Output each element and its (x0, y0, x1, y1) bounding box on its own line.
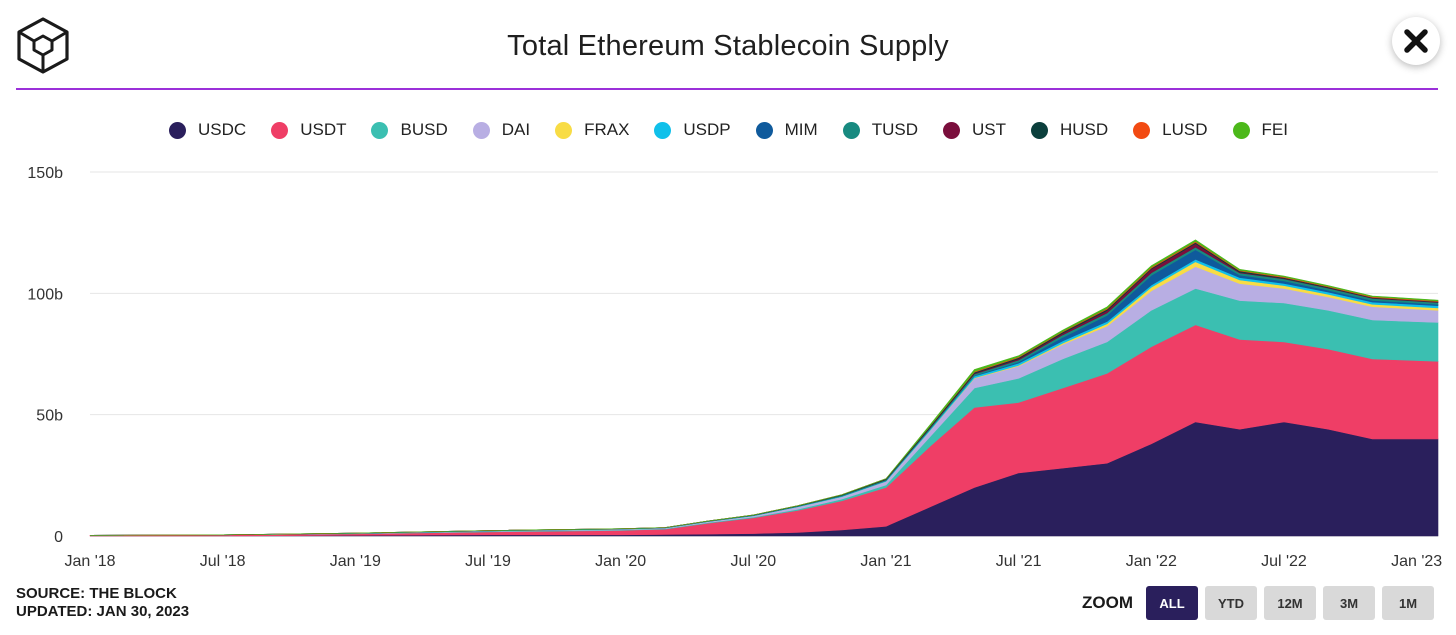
legend-label: USDP (683, 120, 731, 139)
x-tick-label: Jul '20 (730, 553, 776, 570)
legend-label: HUSD (1059, 120, 1109, 139)
legend-swatch (371, 121, 389, 139)
legend-swatch (755, 121, 773, 139)
legend-item-frax[interactable]: FRAX (555, 120, 629, 140)
zoom-1m-button[interactable]: 1M (1382, 586, 1434, 620)
zoom-label: ZOOM (1082, 593, 1133, 612)
x-tick-label: Jan '23 (1391, 553, 1442, 570)
legend-item-ust[interactable]: UST (942, 120, 1006, 140)
x-tick-label: Jul '22 (1261, 553, 1307, 570)
legend-swatch (271, 121, 289, 139)
legend-item-lusd[interactable]: LUSD (1133, 120, 1208, 140)
legend-label: DAI (501, 120, 531, 139)
legend-label: TUSD (871, 120, 918, 139)
legend-item-usdp[interactable]: USDP (654, 120, 731, 140)
legend-item-tusd[interactable]: TUSD (842, 120, 918, 140)
chart-legend: USDC USDT BUSD DAI FRAX USDP MIM TUSD UST HUSD LUS… (0, 120, 1456, 140)
legend-swatch (942, 121, 960, 139)
title-divider (16, 88, 1438, 90)
legend-swatch (1030, 121, 1048, 139)
legend-label: USDT (300, 120, 347, 139)
updated-text: UPDATED: JAN 30, 2023 (16, 603, 190, 620)
zoom-all-button[interactable]: ALL (1146, 586, 1198, 620)
source-text: SOURCE: THE BLOCK (16, 585, 177, 602)
close-button[interactable] (1392, 17, 1440, 65)
legend-swatch (472, 121, 490, 139)
zoom-3m-button[interactable]: 3M (1323, 586, 1375, 620)
legend-swatch (1232, 121, 1250, 139)
legend-item-mim[interactable]: MIM (755, 120, 818, 140)
y-tick-label: 0 (54, 529, 63, 546)
x-tick-label: Jan '18 (64, 553, 115, 570)
legend-label: UST (971, 120, 1006, 139)
zoom-12m-button[interactable]: 12M (1264, 586, 1316, 620)
legend-label: USDC (198, 120, 247, 139)
legend-item-busd[interactable]: BUSD (371, 120, 448, 140)
area-fei (89, 239, 1439, 536)
zoom-ytd-button[interactable]: YTD (1205, 586, 1257, 620)
legend-label: LUSD (1162, 120, 1208, 139)
legend-swatch (842, 121, 860, 139)
the-block-logo-icon (17, 17, 69, 74)
legend-label: BUSD (400, 120, 448, 139)
x-tick-label: Jan '22 (1126, 553, 1177, 570)
legend-label: FEI (1261, 120, 1288, 139)
legend-item-dai[interactable]: DAI (472, 120, 531, 140)
legend-item-usdc[interactable]: USDC (169, 120, 246, 140)
x-tick-label: Jul '18 (200, 553, 246, 570)
y-tick-label: 100b (27, 286, 63, 303)
y-tick-label: 50b (36, 408, 63, 425)
legend-item-usdt[interactable]: USDT (271, 120, 346, 140)
x-tick-label: Jan '19 (330, 553, 381, 570)
close-icon (1404, 29, 1428, 53)
stacked-area-chart: 0 50b 100b 150b Jan '18 Jul '18 Jan '19 Jul '19… (27, 165, 1442, 570)
legend-label: FRAX (584, 120, 630, 139)
legend-swatch (1133, 121, 1151, 139)
legend-swatch (169, 121, 187, 139)
legend-item-fei[interactable]: FEI (1232, 120, 1288, 140)
legend-label: MIM (784, 120, 818, 139)
x-tick-label: Jul '21 (996, 553, 1042, 570)
legend-swatch (555, 121, 573, 139)
x-tick-label: Jan '21 (860, 553, 911, 570)
x-tick-label: Jul '19 (465, 553, 511, 570)
y-tick-label: 150b (27, 165, 63, 182)
x-tick-label: Jan '20 (595, 553, 646, 570)
source-note: SOURCE: THE BLOCK UPDATED: JAN 30, 2023 (16, 585, 189, 621)
legend-swatch (654, 121, 672, 139)
chart-title: Total Ethereum Stablecoin Supply (507, 30, 949, 62)
legend-item-husd[interactable]: HUSD (1030, 120, 1109, 140)
